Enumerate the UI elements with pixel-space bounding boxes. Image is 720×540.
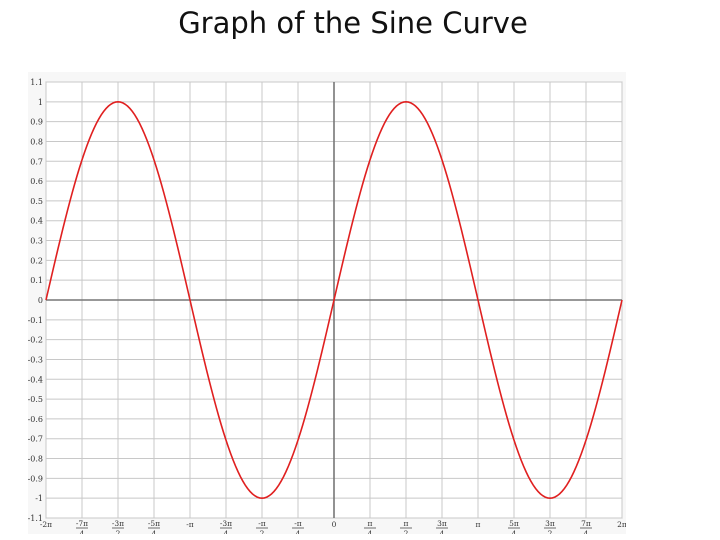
y-tick-label: 0.7: [30, 157, 43, 166]
y-tick-label: 0.5: [30, 197, 43, 206]
chart-svg: 1.1 1 0.9 0.8 0.7 0.6 0.5 0.4 0.3 0.2 0.1 0 -0.1 -0.2…: [28, 78, 626, 534]
x-tick-label: -π: [186, 520, 194, 529]
y-tick-label: 0.9: [30, 118, 43, 127]
x-tick-label: -3π: [112, 519, 124, 528]
x-tick-label: 7π: [581, 519, 591, 528]
y-tick-label: 0.1: [30, 276, 43, 285]
x-tick-label-denominator: 4: [512, 529, 517, 534]
x-tick-label-denominator: 2: [116, 529, 121, 534]
x-tick-label: -7π: [76, 519, 88, 528]
x-tick-label-denominator: 4: [368, 529, 373, 534]
x-tick-label-denominator: 4: [80, 529, 85, 534]
y-tick-label: 0.8: [30, 137, 43, 146]
y-tick-label: 0.2: [30, 256, 43, 265]
y-tick-label: -0.6: [28, 415, 43, 424]
x-tick-label: π: [476, 520, 481, 529]
y-tick-label: 1.1: [30, 78, 43, 87]
x-tick-label: 2π: [617, 520, 626, 529]
x-tick-label: -3π: [220, 519, 232, 528]
y-tick-label: -1.1: [28, 514, 43, 523]
y-tick-label: 0: [38, 296, 43, 305]
x-tick-label: π: [368, 519, 373, 528]
y-tick-label: 0.6: [30, 177, 43, 186]
sine-series-line: [45, 101, 623, 499]
y-tick-label: -0.4: [28, 375, 43, 384]
y-tick-label: -0.3: [28, 355, 43, 364]
y-tick-label: -0.5: [28, 395, 43, 404]
y-tick-label: -0.7: [28, 435, 43, 444]
y-tick-label: 1: [38, 98, 43, 107]
x-tick-label-denominator: 4: [440, 529, 445, 534]
x-tick-label-denominator: 4: [584, 529, 589, 534]
x-tick-label-denominator: 2: [548, 529, 553, 534]
slide-title: Graph of the Sine Curve: [178, 6, 528, 40]
y-tick-label: -0.1: [28, 316, 43, 325]
x-tick-label-denominator: 4: [296, 529, 301, 534]
x-tick-label: -2π: [40, 520, 52, 529]
x-tick-label-denominator: 4: [152, 529, 157, 534]
x-tick-label: 5π: [509, 519, 519, 528]
x-tick-label: 3π: [545, 519, 555, 528]
x-tick-label-denominator: 2: [404, 529, 409, 534]
y-tick-label: -0.9: [28, 474, 43, 483]
x-tick-label: -π: [258, 519, 266, 528]
y-tick-label: 0.4: [30, 217, 43, 226]
y-tick-label: 0.3: [30, 237, 43, 246]
sine-chart: 1.1 1 0.9 0.8 0.7 0.6 0.5 0.4 0.3 0.2 0.1 0 -0.1 -0.2…: [28, 72, 626, 534]
x-tick-label-denominator: 2: [260, 529, 265, 534]
x-tick-label: 3π: [437, 519, 447, 528]
y-tick-label: -1: [35, 494, 43, 503]
x-tick-label: -π: [294, 519, 302, 528]
y-tick-label: -0.8: [28, 455, 43, 464]
x-tick-label: π: [404, 519, 409, 528]
y-tick-label: -0.2: [28, 336, 43, 345]
x-tick-label: 0: [332, 520, 337, 529]
x-tick-label: -5π: [148, 519, 160, 528]
x-tick-label-denominator: 4: [224, 529, 229, 534]
